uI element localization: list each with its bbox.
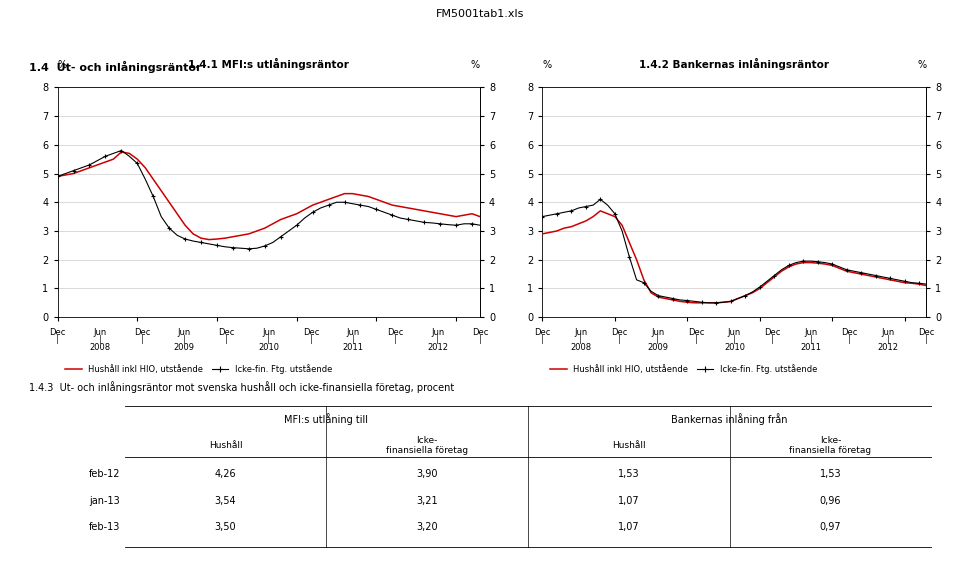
Text: |: |: [183, 335, 185, 343]
Text: 2012: 2012: [877, 343, 899, 352]
Text: |: |: [887, 335, 889, 343]
Text: 1,07: 1,07: [618, 495, 639, 506]
Text: Jun: Jun: [804, 328, 818, 336]
Text: 1.4.2 Bankernas inlåningsräntor: 1.4.2 Bankernas inlåningsräntor: [639, 58, 829, 70]
Text: 3,20: 3,20: [417, 521, 438, 532]
Text: 3,54: 3,54: [215, 495, 236, 506]
Text: Jun: Jun: [347, 328, 360, 336]
Text: |: |: [352, 335, 354, 343]
Text: 1,53: 1,53: [820, 469, 841, 480]
Text: feb-12: feb-12: [88, 469, 120, 480]
Text: Dec: Dec: [918, 328, 935, 336]
Text: 2012: 2012: [427, 343, 448, 352]
Text: |: |: [437, 335, 439, 343]
Text: Jun: Jun: [651, 328, 664, 336]
Text: %: %: [542, 60, 552, 70]
Text: 2008: 2008: [89, 343, 110, 352]
Text: Dec: Dec: [611, 328, 628, 336]
Text: 1.4.3  Ut- och inlåningsräntor mot svenska hushåll och icke-finansiella företag,: 1.4.3 Ut- och inlåningsräntor mot svensk…: [29, 381, 454, 393]
Text: |: |: [849, 335, 851, 343]
Text: |: |: [99, 335, 101, 343]
Text: |: |: [141, 335, 143, 343]
Text: Bankernas inlåning från: Bankernas inlåning från: [671, 413, 788, 425]
Text: 2011: 2011: [343, 343, 364, 352]
Text: 3,50: 3,50: [215, 521, 236, 532]
Text: feb-13: feb-13: [88, 521, 120, 532]
Text: 2009: 2009: [174, 343, 195, 352]
Legend: Hushåll inkl HIO, utstående, Icke-fin. Ftg. utstående: Hushåll inkl HIO, utstående, Icke-fin. F…: [61, 360, 336, 377]
Text: Dec: Dec: [218, 328, 235, 336]
Text: 0,96: 0,96: [820, 495, 841, 506]
Text: |: |: [57, 335, 59, 343]
Text: |: |: [310, 335, 312, 343]
Text: 1.4  Ut- och inlåningsräntor: 1.4 Ut- och inlåningsräntor: [29, 61, 202, 73]
Text: |: |: [925, 335, 927, 343]
Text: 3,90: 3,90: [417, 469, 438, 480]
Text: |: |: [618, 335, 620, 343]
Text: Dec: Dec: [471, 328, 489, 336]
Text: MFI:s utlåning till: MFI:s utlåning till: [284, 413, 369, 425]
Text: Dec: Dec: [133, 328, 151, 336]
Text: %: %: [917, 60, 926, 70]
Text: |: |: [657, 335, 659, 343]
Text: 1,07: 1,07: [618, 521, 639, 532]
Text: Dec: Dec: [534, 328, 551, 336]
Text: |: |: [733, 335, 735, 343]
Text: |: |: [541, 335, 543, 343]
Text: Jun: Jun: [431, 328, 444, 336]
Text: Jun: Jun: [728, 328, 741, 336]
Text: FM5001tab1.xls: FM5001tab1.xls: [436, 9, 524, 19]
Text: |: |: [395, 335, 396, 343]
Text: |: |: [580, 335, 582, 343]
Text: Icke-
finansiella företag: Icke- finansiella företag: [789, 435, 872, 455]
Text: Dec: Dec: [841, 328, 858, 336]
Text: Dec: Dec: [387, 328, 404, 336]
Text: 0,97: 0,97: [820, 521, 841, 532]
Text: Jun: Jun: [262, 328, 276, 336]
Text: Hushåll: Hushåll: [612, 441, 646, 450]
Text: Hushåll: Hushåll: [208, 441, 243, 450]
Legend: Hushåll inkl HIO, utstående, Icke-fin. Ftg. utstående: Hushåll inkl HIO, utstående, Icke-fin. F…: [546, 360, 821, 377]
Text: 2011: 2011: [801, 343, 822, 352]
Text: Dec: Dec: [49, 328, 66, 336]
Text: |: |: [226, 335, 228, 343]
Text: 1.4.1 MFI:s utlåningsräntor: 1.4.1 MFI:s utlåningsräntor: [188, 58, 349, 70]
Text: Jun: Jun: [178, 328, 191, 336]
Text: 4,26: 4,26: [215, 469, 236, 480]
Text: Dec: Dec: [687, 328, 705, 336]
Text: |: |: [268, 335, 270, 343]
Text: 2009: 2009: [647, 343, 668, 352]
Text: Jun: Jun: [881, 328, 895, 336]
Text: |: |: [772, 335, 774, 343]
Text: Dec: Dec: [302, 328, 320, 336]
Text: |: |: [695, 335, 697, 343]
Text: 2010: 2010: [258, 343, 279, 352]
Text: Jun: Jun: [574, 328, 588, 336]
Text: 2008: 2008: [570, 343, 591, 352]
Text: jan-13: jan-13: [89, 495, 120, 506]
Text: 3,21: 3,21: [417, 495, 438, 506]
Text: |: |: [810, 335, 812, 343]
Text: |: |: [479, 335, 481, 343]
Text: Icke-
finansiella företag: Icke- finansiella företag: [386, 435, 468, 455]
Text: 1,53: 1,53: [618, 469, 639, 480]
Text: %: %: [470, 60, 480, 70]
Text: Jun: Jun: [93, 328, 107, 336]
Text: %: %: [58, 60, 67, 70]
Text: 2010: 2010: [724, 343, 745, 352]
Text: Dec: Dec: [764, 328, 781, 336]
